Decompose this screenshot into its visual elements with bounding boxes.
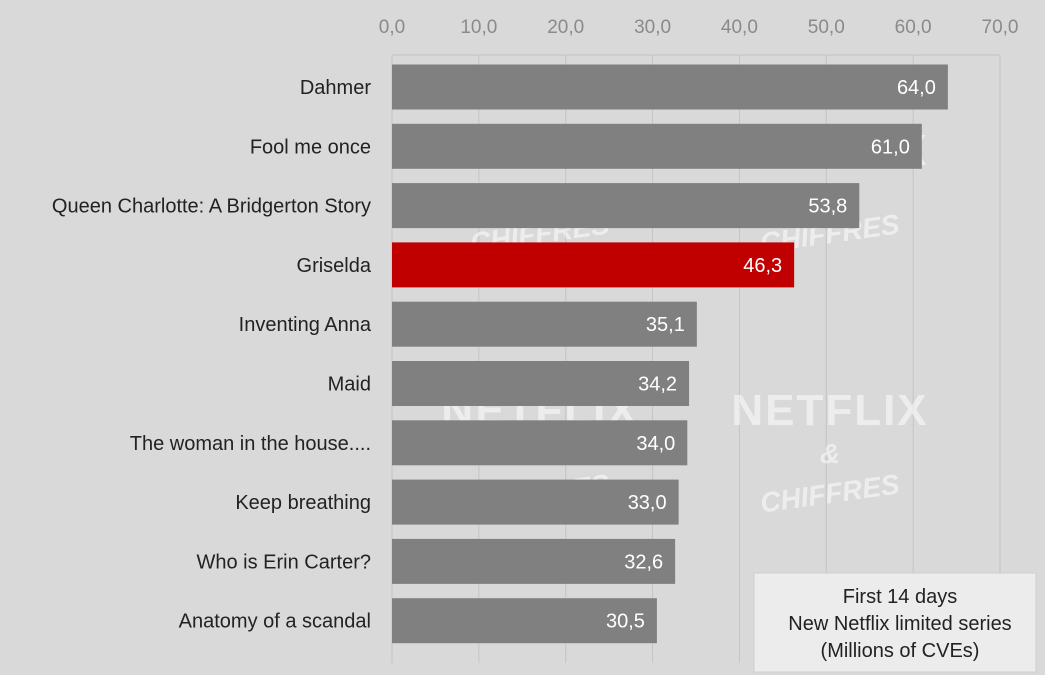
bar	[392, 242, 795, 288]
bar	[392, 598, 657, 644]
data-label: 34,2	[638, 374, 677, 396]
annotation-line: First 14 days	[843, 586, 957, 608]
x-axis-ticks: 0,0 10,0 20,0 30,0 40,0 50,0 60,0 70,0	[379, 17, 1019, 56]
watermark-amp: &	[820, 438, 840, 469]
data-label: 64,0	[897, 77, 936, 99]
category-labels: Dahmer Fool me once Queen Charlotte: A Bri…	[52, 77, 372, 633]
data-label: 30,5	[606, 611, 645, 633]
x-tick-label: 40,0	[721, 17, 758, 38]
x-tick-label: 0,0	[379, 17, 405, 38]
category-label: Dahmer	[300, 77, 371, 99]
category-label: Keep breathing	[235, 492, 371, 514]
data-label: 35,1	[646, 314, 685, 336]
annotation-line: New Netflix limited series	[788, 613, 1011, 635]
data-label: 33,0	[628, 492, 667, 514]
data-label: 61,0	[871, 136, 910, 158]
x-tick-label: 30,0	[634, 17, 671, 38]
bar	[392, 301, 697, 347]
annotation-line: (Millions of CVEs)	[821, 640, 980, 662]
category-label: Griselda	[297, 255, 372, 277]
category-label: Anatomy of a scandal	[179, 611, 371, 633]
x-tick-label: 60,0	[895, 17, 932, 38]
data-label: 46,3	[743, 255, 782, 277]
x-tick-label: 20,0	[547, 17, 584, 38]
x-tick-label: 50,0	[808, 17, 845, 38]
bar	[392, 64, 948, 110]
bar	[392, 361, 690, 406]
bar	[392, 420, 688, 466]
category-label: Who is Erin Carter?	[197, 551, 372, 573]
bar	[392, 538, 676, 584]
category-label: The woman in the house....	[130, 433, 371, 455]
x-tick-label: 70,0	[982, 17, 1019, 38]
bar	[392, 183, 860, 229]
bar	[392, 479, 679, 525]
watermark-title: NETFLIX	[731, 386, 928, 435]
category-label: Maid	[328, 374, 371, 396]
category-label: Fool me once	[250, 136, 371, 158]
annotation-background	[753, 572, 1037, 673]
category-label: Queen Charlotte: A Bridgerton Story	[52, 196, 371, 218]
category-label: Inventing Anna	[239, 314, 372, 336]
data-label: 53,8	[808, 196, 847, 218]
data-label: 34,0	[636, 433, 675, 455]
bars-group: 64,0 61,0 53,8 46,3 35,1 34,2 34,0 33,0 32,6 30,5	[392, 64, 948, 644]
x-tick-label: 10,0	[460, 17, 497, 38]
bar	[392, 123, 922, 169]
data-label: 32,6	[624, 551, 663, 573]
annotation-box: First 14 days New Netflix limited series (…	[753, 572, 1037, 673]
